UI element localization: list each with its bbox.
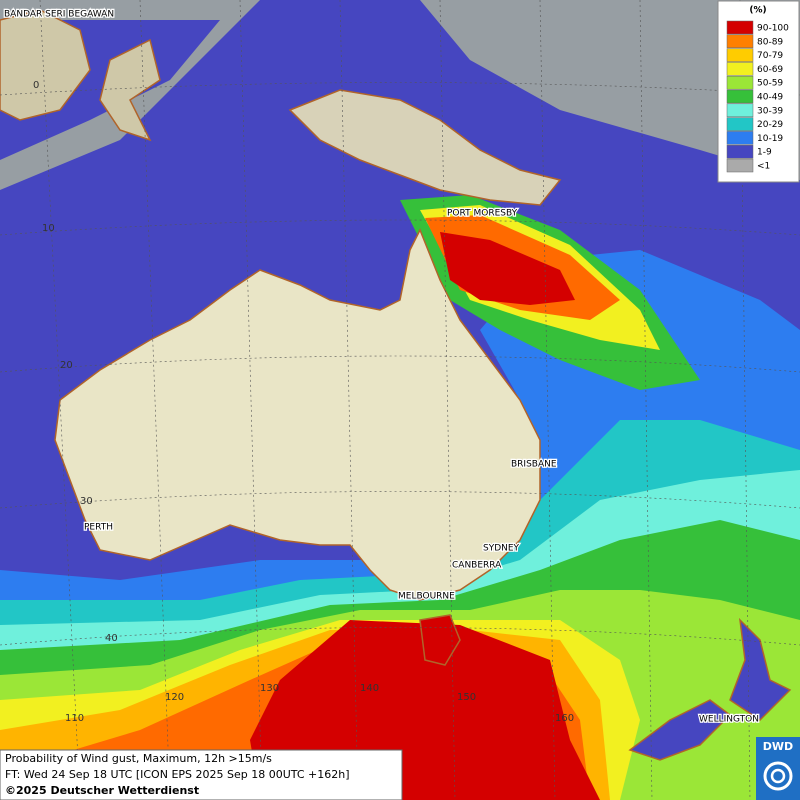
prob-90-100	[440, 232, 575, 305]
lon-label: 150	[457, 692, 476, 703]
lon-label: 140	[360, 683, 379, 694]
legend-swatch	[726, 20, 754, 35]
logo-swirl	[770, 768, 786, 784]
labels: BANDAR SERI BEGAWAN PORT MORESBY BRISBANE S…	[3, 8, 760, 726]
legend-swatch	[726, 48, 754, 62]
land-sulawesi	[99, 38, 161, 142]
footer-line: FT: Wed 24 Sep 18 UTC [ICON EPS 2025 Sep…	[5, 768, 350, 781]
lat-label: 0	[33, 80, 39, 91]
land-australia	[54, 228, 541, 601]
legend-label: <1	[757, 162, 770, 172]
city-label: PORT MORESBY	[447, 209, 518, 219]
city-label: BRISBANE	[511, 460, 557, 470]
city-label: BANDAR SERI BEGAWAN	[4, 10, 114, 20]
legend-label: 60-69	[757, 65, 783, 75]
city-label: WELLINGTON	[699, 715, 759, 725]
legend-label: 70-79	[757, 51, 783, 61]
logo-swirl	[763, 761, 793, 791]
lat-label: 40	[105, 633, 118, 644]
lon-label: 120	[165, 692, 184, 703]
legend-swatch	[726, 103, 754, 118]
legend-label: 20-29	[757, 120, 783, 130]
legend-swatch	[726, 89, 754, 104]
legend-label: 80-89	[757, 37, 783, 47]
legend-label: 40-49	[757, 93, 783, 103]
city-label: CANBERRA	[452, 561, 502, 571]
legend-label: 30-39	[757, 106, 783, 116]
land-nz-south	[628, 699, 732, 761]
lon-label: 110	[65, 713, 84, 724]
lon-label: 130	[260, 683, 279, 694]
legend-label: 10-19	[757, 134, 783, 144]
city-label: SYDNEY	[483, 544, 520, 554]
legend-swatch	[726, 131, 754, 145]
lat-label: 10	[42, 223, 55, 234]
footer-line: Probability of Wind gust, Maximum, 12h >…	[5, 752, 272, 765]
legend-swatch	[726, 62, 754, 76]
legend-label: 90-100	[757, 24, 789, 34]
city-label: PERTH	[84, 523, 113, 533]
lat-label: 30	[80, 496, 93, 507]
logo-text: DWD	[763, 740, 793, 753]
land-borneo	[0, 9, 91, 121]
legend-swatch	[726, 34, 754, 49]
city-label: MELBOURNE	[398, 592, 455, 602]
legend-label: 50-59	[757, 79, 783, 89]
land-new-guinea	[288, 89, 562, 206]
lat-label: 20	[60, 360, 73, 371]
footer-line: ©2025 Deutscher Wetterdienst	[5, 784, 199, 797]
lon-label: 160	[555, 713, 574, 724]
legend-swatch	[726, 75, 754, 90]
legend: 90-100 80-89 70-79 60-69 50-59 40-49 30-39 20-2…	[726, 20, 789, 173]
footer-box	[0, 749, 403, 800]
legend-label: 1-9	[757, 148, 772, 158]
legend-title: (%)	[749, 6, 766, 16]
legend-swatch	[726, 144, 754, 159]
land-nz-north	[729, 617, 792, 721]
legend-swatch	[726, 158, 754, 173]
legend-swatch	[726, 117, 754, 131]
